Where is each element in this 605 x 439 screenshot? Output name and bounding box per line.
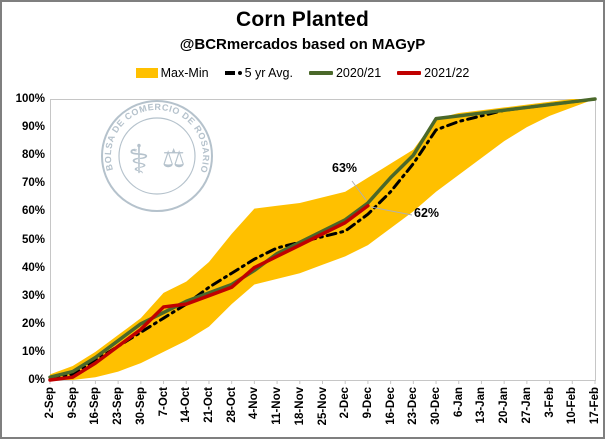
max-min-band xyxy=(50,99,595,380)
x-tick-label: 25-Nov xyxy=(316,387,329,426)
y-tick-label: 70% xyxy=(21,177,45,190)
dash-glyph xyxy=(224,71,235,75)
series-line-2020-21 xyxy=(48,97,597,379)
seal-ring-text: BOLSA DE COMERCIO DE ROSARIO xyxy=(103,102,211,175)
x-tick-label: 28-Oct xyxy=(225,387,238,423)
y-tick-label: 90% xyxy=(21,121,45,134)
x-tick-label: 11-Nov xyxy=(271,387,284,425)
plot-area: BOLSA DE COMERCIO DE ROSARIO⚕ ⚖ xyxy=(48,97,597,384)
caduceus-icon: ⚕ xyxy=(128,138,150,182)
y-tick-label: 0% xyxy=(28,374,45,386)
y-tick-label: 80% xyxy=(21,149,45,162)
x-tick-label: 10-Feb xyxy=(566,387,579,425)
chart-legend: Max-Min 5 yr Avg. 2020/21 2021/22 xyxy=(2,62,603,84)
chart-subtitle: @BCRmercados based on MAGyP xyxy=(179,36,426,53)
line-swatch xyxy=(397,71,422,75)
legend-item-2021-22: 2021/22 xyxy=(397,66,469,80)
x-tick-label: 9-Dec xyxy=(361,387,374,419)
seal-outer-circle xyxy=(101,100,213,212)
y-tick-label: 40% xyxy=(21,261,45,274)
x-tick-label: 23-Dec xyxy=(407,387,420,425)
legend-label: 2020/21 xyxy=(335,66,382,80)
legend-label: 5 yr Avg. xyxy=(244,66,293,80)
x-tick-label: 16-Dec xyxy=(384,387,397,425)
x-tick-label: 30-Sep xyxy=(134,387,147,425)
x-tick-label: 14-Oct xyxy=(180,387,193,423)
dash-dot-line-swatch xyxy=(224,71,242,75)
x-tick-label: 20-Jan xyxy=(498,387,511,424)
scales-icon: ⚖ xyxy=(162,143,185,173)
legend-label: 2021/22 xyxy=(424,66,470,80)
legend-item-max-min: Max-Min xyxy=(135,66,209,80)
y-tick-label: 60% xyxy=(21,205,45,218)
y-tick-label: 20% xyxy=(21,317,45,330)
y-tick-label: 100% xyxy=(15,93,45,105)
max-min-band-swatch xyxy=(135,68,158,78)
x-tick-label: 27-Jan xyxy=(520,387,533,424)
x-tick-label: 13-Jan xyxy=(475,387,488,424)
y-tick-label: 50% xyxy=(21,233,45,246)
series-line-2021-22 xyxy=(48,204,370,382)
x-tick-label: 30-Dec xyxy=(430,387,443,425)
line-swatch xyxy=(308,71,333,75)
x-tick-label: 2-Sep xyxy=(44,387,56,419)
chart-title: Corn Planted xyxy=(235,8,370,31)
seal-inner-circle xyxy=(118,117,196,195)
x-tick-label: 6-Jan xyxy=(452,387,465,418)
bcr-watermark-logo: BOLSA DE COMERCIO DE ROSARIO⚕ ⚖ xyxy=(101,100,213,212)
x-tick-label: 2-Dec xyxy=(339,387,352,419)
x-tick-label: 17-Feb xyxy=(589,387,601,425)
legend-label: Max-Min xyxy=(160,66,209,80)
x-tick-label: 23-Sep xyxy=(112,387,125,425)
x-tick-label: 18-Nov xyxy=(293,387,306,426)
annotation-2021-22: 62% xyxy=(414,206,440,220)
annotation-2020-21: 63% xyxy=(332,161,358,175)
legend-item-5-yr-avg-: 5 yr Avg. xyxy=(224,66,293,80)
y-tick-label: 10% xyxy=(21,345,45,358)
x-tick-label: 4-Nov xyxy=(248,387,261,419)
dot-glyph xyxy=(237,71,242,75)
legend-item-2020-21: 2020/21 xyxy=(308,66,382,80)
x-tick-label: 21-Oct xyxy=(202,387,215,423)
x-tick-label: 9-Sep xyxy=(66,387,79,419)
x-tick-label: 7-Oct xyxy=(157,387,170,417)
x-tick-label: 16-Sep xyxy=(89,387,102,425)
annotation-leader-line xyxy=(370,206,413,216)
x-tick-label: 3-Feb xyxy=(543,387,556,418)
y-tick-label: 30% xyxy=(21,289,45,302)
annotation-leader-line xyxy=(351,180,367,201)
